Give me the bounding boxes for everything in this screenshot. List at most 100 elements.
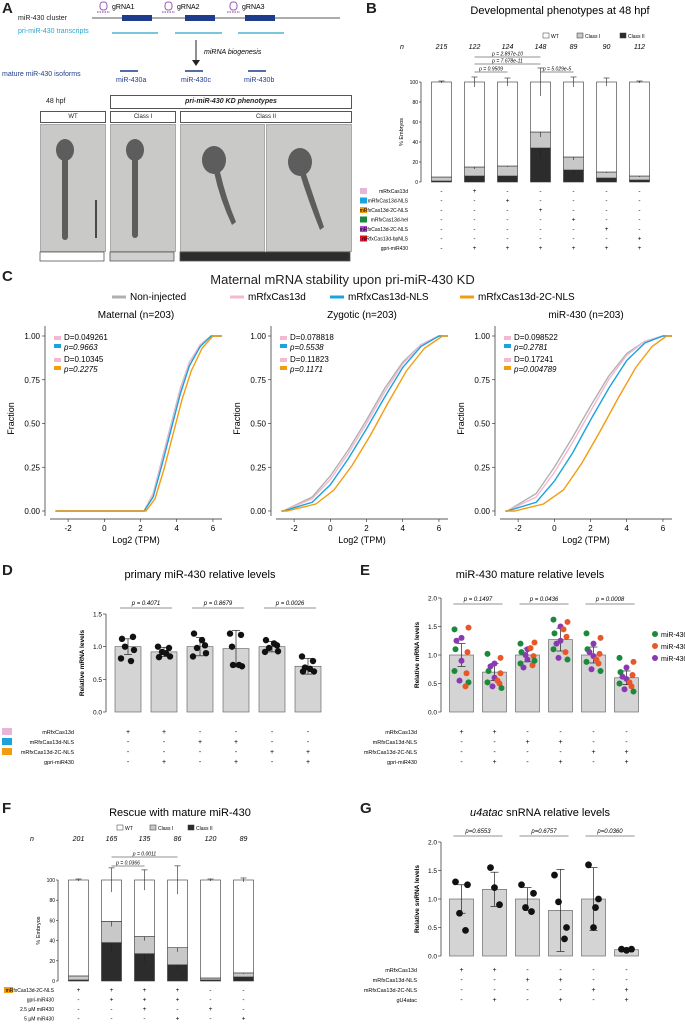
e-dot [453, 637, 460, 644]
g-y-tick-label: 2.0 [428, 840, 437, 847]
f-row-sign: - [176, 1006, 178, 1013]
c-legend: Non-injected mRfxCas13d mRfxCas13d-NLS m… [112, 292, 575, 303]
class-header-wt: WT [40, 111, 106, 123]
c-x-tick-label: 2 [588, 524, 593, 533]
b-row-sign: + [638, 245, 642, 252]
e-row-sign: - [526, 729, 529, 736]
panel-d-chart: primary miR-430 relative levels 0.0 0.5 1.… [2, 569, 322, 766]
cluster-block-1 [122, 15, 152, 21]
c-ecdf-mrfxcas13d-2c-nls [505, 335, 672, 512]
grna-hairpin-2 [162, 1, 175, 13]
b-row-sign: - [473, 226, 475, 233]
d-dot [202, 650, 210, 657]
e-row-sign: - [493, 749, 496, 756]
c-y-tick-label: 0.50 [24, 420, 40, 429]
class-swatch-wt [39, 251, 105, 262]
f-y-tick-label: 80 [49, 898, 55, 904]
b-row-sign: - [506, 236, 508, 243]
e-dot [527, 645, 534, 652]
panel-letter-a: A [2, 0, 13, 17]
d-dot [130, 646, 138, 654]
b-row-sign: - [440, 217, 442, 224]
f-legend-c2-swatch [187, 824, 195, 831]
c-stat-swatch-2cnls [280, 366, 287, 370]
f-row-sign: - [209, 1016, 211, 1023]
g-dot [522, 904, 529, 911]
class-header-2: Class II [180, 111, 352, 123]
e-dot [484, 650, 491, 657]
e-dot [458, 634, 465, 641]
f-row-sign: + [176, 997, 180, 1004]
e-dot [596, 650, 603, 657]
e-dot [462, 683, 469, 690]
b-row-sign: - [539, 236, 541, 243]
d-dot [155, 653, 163, 661]
f-bar-class1 [200, 977, 221, 981]
f-row-sign: - [110, 1016, 112, 1023]
g-row-sign: + [492, 997, 496, 1004]
b-row-sign: - [572, 236, 574, 243]
d-row-sign: - [199, 749, 202, 756]
d-row-sign: + [306, 749, 310, 756]
g-dot [530, 889, 537, 897]
c-ecdf-mrfxcas13d-nls [55, 335, 222, 512]
f-legend-c2: Class II [196, 826, 213, 832]
c-stat-d2: D=0.11823 [290, 355, 329, 364]
e-dot [463, 670, 470, 677]
b-row-sign: - [572, 226, 574, 233]
e-dot [487, 663, 494, 670]
b-row-sign: - [440, 207, 442, 214]
e-legend-dot-0 [652, 631, 658, 637]
b-row-sign: - [440, 198, 442, 205]
e-pvalue: p = 0.1497 [463, 597, 493, 603]
e-dot [562, 649, 569, 656]
d-title: primary miR-430 relative levels [125, 569, 276, 581]
g-dot [452, 878, 459, 886]
grna-label-3: gRNA3 [242, 4, 265, 11]
g-dot [585, 861, 592, 869]
b-legend-c1-swatch [576, 32, 584, 39]
class-header-1: Class I [110, 111, 176, 123]
f-row-sign: - [209, 987, 211, 994]
d-dot [165, 644, 173, 652]
e-dot [522, 652, 529, 658]
f-bar-wt [233, 879, 254, 974]
d-dot [193, 644, 201, 652]
d-dot [235, 661, 243, 669]
g-row-sign: - [493, 977, 496, 984]
g-title: u4atac snRNA relative levels [470, 807, 611, 819]
g-dot [518, 881, 525, 889]
e-dot [597, 667, 604, 674]
c-ecdf-mrfxcas13d-nls [281, 335, 448, 512]
f-n-value: 135 [139, 836, 151, 843]
c-stat-swatch-cas13d-2 [54, 358, 61, 362]
f-y-tick-label: 0 [52, 979, 55, 985]
b-legend-c2-swatch [619, 32, 627, 39]
c-stat-p2: p=0.2275 [63, 365, 98, 374]
b-row-sign: - [539, 188, 541, 195]
c-y-tick-label: 0.50 [250, 420, 266, 429]
e-y-tick-label: 0.5 [428, 681, 437, 688]
g-dot [551, 871, 558, 879]
b-n-value: 124 [502, 44, 514, 51]
f-bar-class1 [68, 975, 89, 981]
panel-letter-e: E [360, 562, 371, 579]
c-ecdf-mrfxcas13d [281, 335, 448, 512]
e-dot [498, 685, 505, 692]
c-y-tick-label: 0.00 [250, 507, 266, 516]
e-row-sign: - [526, 749, 529, 756]
e-row-sign: + [591, 749, 595, 756]
g-row-sign: - [460, 977, 463, 984]
b-y-tick-label: 40 [412, 140, 418, 146]
g-row-sign: - [592, 977, 595, 984]
arrow-head-icon [192, 60, 200, 66]
e-dot [593, 656, 600, 663]
c-x-tick-label: -2 [65, 524, 73, 533]
e-y-label: Relative mRNA levels [414, 622, 421, 689]
e-dot [550, 646, 557, 653]
b-row-sign: - [473, 236, 475, 243]
b-row-label: mRfxCas13d-bpNLS [362, 237, 409, 243]
d-row-sign: - [163, 749, 166, 756]
g-y-tick-label: 0.0 [428, 954, 437, 961]
g-row-sign: + [624, 987, 628, 994]
